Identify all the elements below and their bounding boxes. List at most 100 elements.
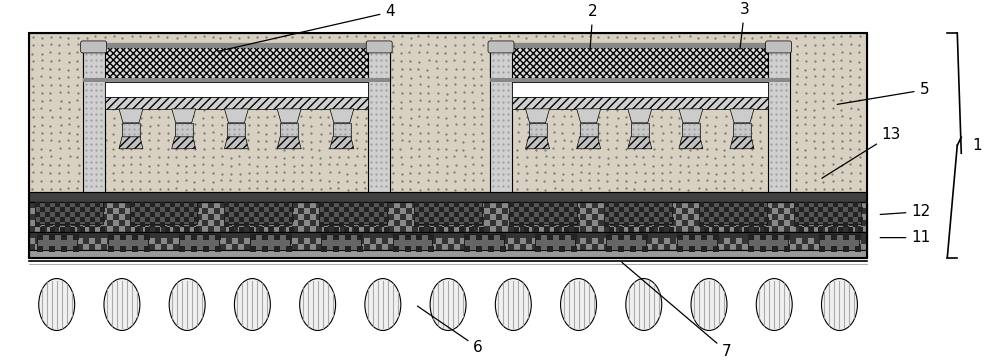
Bar — [831, 202, 837, 208]
Bar — [794, 222, 799, 227]
Bar — [502, 219, 508, 226]
Bar — [652, 226, 658, 232]
Bar — [526, 232, 532, 238]
Bar — [568, 202, 574, 208]
Text: 4: 4 — [218, 4, 395, 51]
Bar — [226, 238, 232, 244]
Bar — [400, 244, 406, 249]
Bar — [418, 232, 424, 238]
Bar — [748, 234, 788, 249]
Bar — [534, 227, 539, 232]
Bar — [652, 202, 658, 208]
Bar — [286, 249, 292, 256]
Bar — [502, 249, 508, 256]
Bar — [559, 212, 564, 217]
Bar — [89, 244, 95, 249]
Bar — [444, 202, 449, 207]
Bar — [289, 227, 294, 232]
Bar — [321, 234, 327, 240]
Bar — [434, 212, 439, 217]
Bar — [434, 202, 439, 207]
Bar — [83, 43, 390, 82]
Bar — [374, 207, 379, 212]
Bar — [384, 227, 389, 232]
Bar — [754, 219, 760, 226]
Bar — [35, 202, 103, 224]
Bar — [179, 234, 219, 249]
Bar — [699, 212, 704, 217]
Bar — [122, 123, 140, 137]
Bar — [333, 123, 351, 137]
Bar — [349, 202, 354, 207]
Bar — [262, 208, 268, 214]
Bar — [280, 226, 286, 232]
Bar — [61, 245, 67, 252]
Bar — [249, 227, 254, 232]
Bar — [71, 249, 77, 256]
Bar — [759, 202, 764, 207]
Bar — [819, 244, 825, 249]
Bar — [319, 202, 324, 207]
Bar — [454, 249, 460, 256]
FancyBboxPatch shape — [488, 41, 514, 53]
Bar — [556, 232, 562, 238]
Bar — [814, 202, 818, 207]
Bar — [292, 232, 298, 238]
Bar — [254, 222, 259, 227]
Bar — [519, 212, 524, 217]
Bar — [526, 219, 532, 226]
Bar — [838, 207, 843, 212]
Bar — [359, 212, 364, 217]
Bar — [321, 245, 327, 252]
Bar — [184, 226, 190, 232]
Bar — [352, 202, 358, 208]
Bar — [229, 207, 234, 212]
Bar — [234, 202, 239, 207]
Bar — [490, 232, 496, 238]
Bar — [628, 202, 634, 208]
Bar — [239, 207, 244, 212]
Bar — [190, 238, 196, 244]
Bar — [107, 219, 113, 226]
Bar — [799, 207, 804, 212]
Bar — [550, 238, 556, 244]
Bar — [376, 202, 382, 208]
Bar — [819, 234, 825, 240]
Bar — [604, 222, 609, 227]
Bar — [374, 217, 379, 222]
Bar — [849, 249, 855, 256]
Bar — [179, 234, 185, 240]
Bar — [634, 219, 640, 226]
Bar — [554, 207, 559, 212]
Bar — [354, 217, 359, 222]
Bar — [550, 249, 556, 256]
Bar — [137, 232, 143, 238]
Bar — [559, 245, 565, 252]
Bar — [544, 232, 550, 238]
Bar — [412, 226, 418, 232]
Bar — [490, 43, 512, 192]
Bar — [298, 208, 304, 214]
Bar — [814, 249, 819, 256]
Bar — [682, 208, 688, 214]
Bar — [65, 244, 71, 249]
Bar — [654, 202, 659, 207]
Bar — [53, 202, 59, 208]
Bar — [250, 208, 256, 214]
Text: 2: 2 — [588, 4, 598, 49]
Bar — [688, 214, 694, 219]
Bar — [502, 208, 508, 214]
Bar — [364, 244, 370, 249]
Bar — [184, 214, 190, 219]
Bar — [500, 234, 506, 240]
Bar — [149, 202, 155, 208]
Bar — [321, 234, 361, 249]
Bar — [131, 249, 137, 256]
Bar — [748, 234, 754, 240]
Bar — [500, 245, 506, 252]
Bar — [664, 232, 670, 238]
Bar — [574, 227, 579, 232]
Bar — [406, 232, 412, 238]
Bar — [677, 234, 717, 249]
Bar — [808, 232, 814, 238]
